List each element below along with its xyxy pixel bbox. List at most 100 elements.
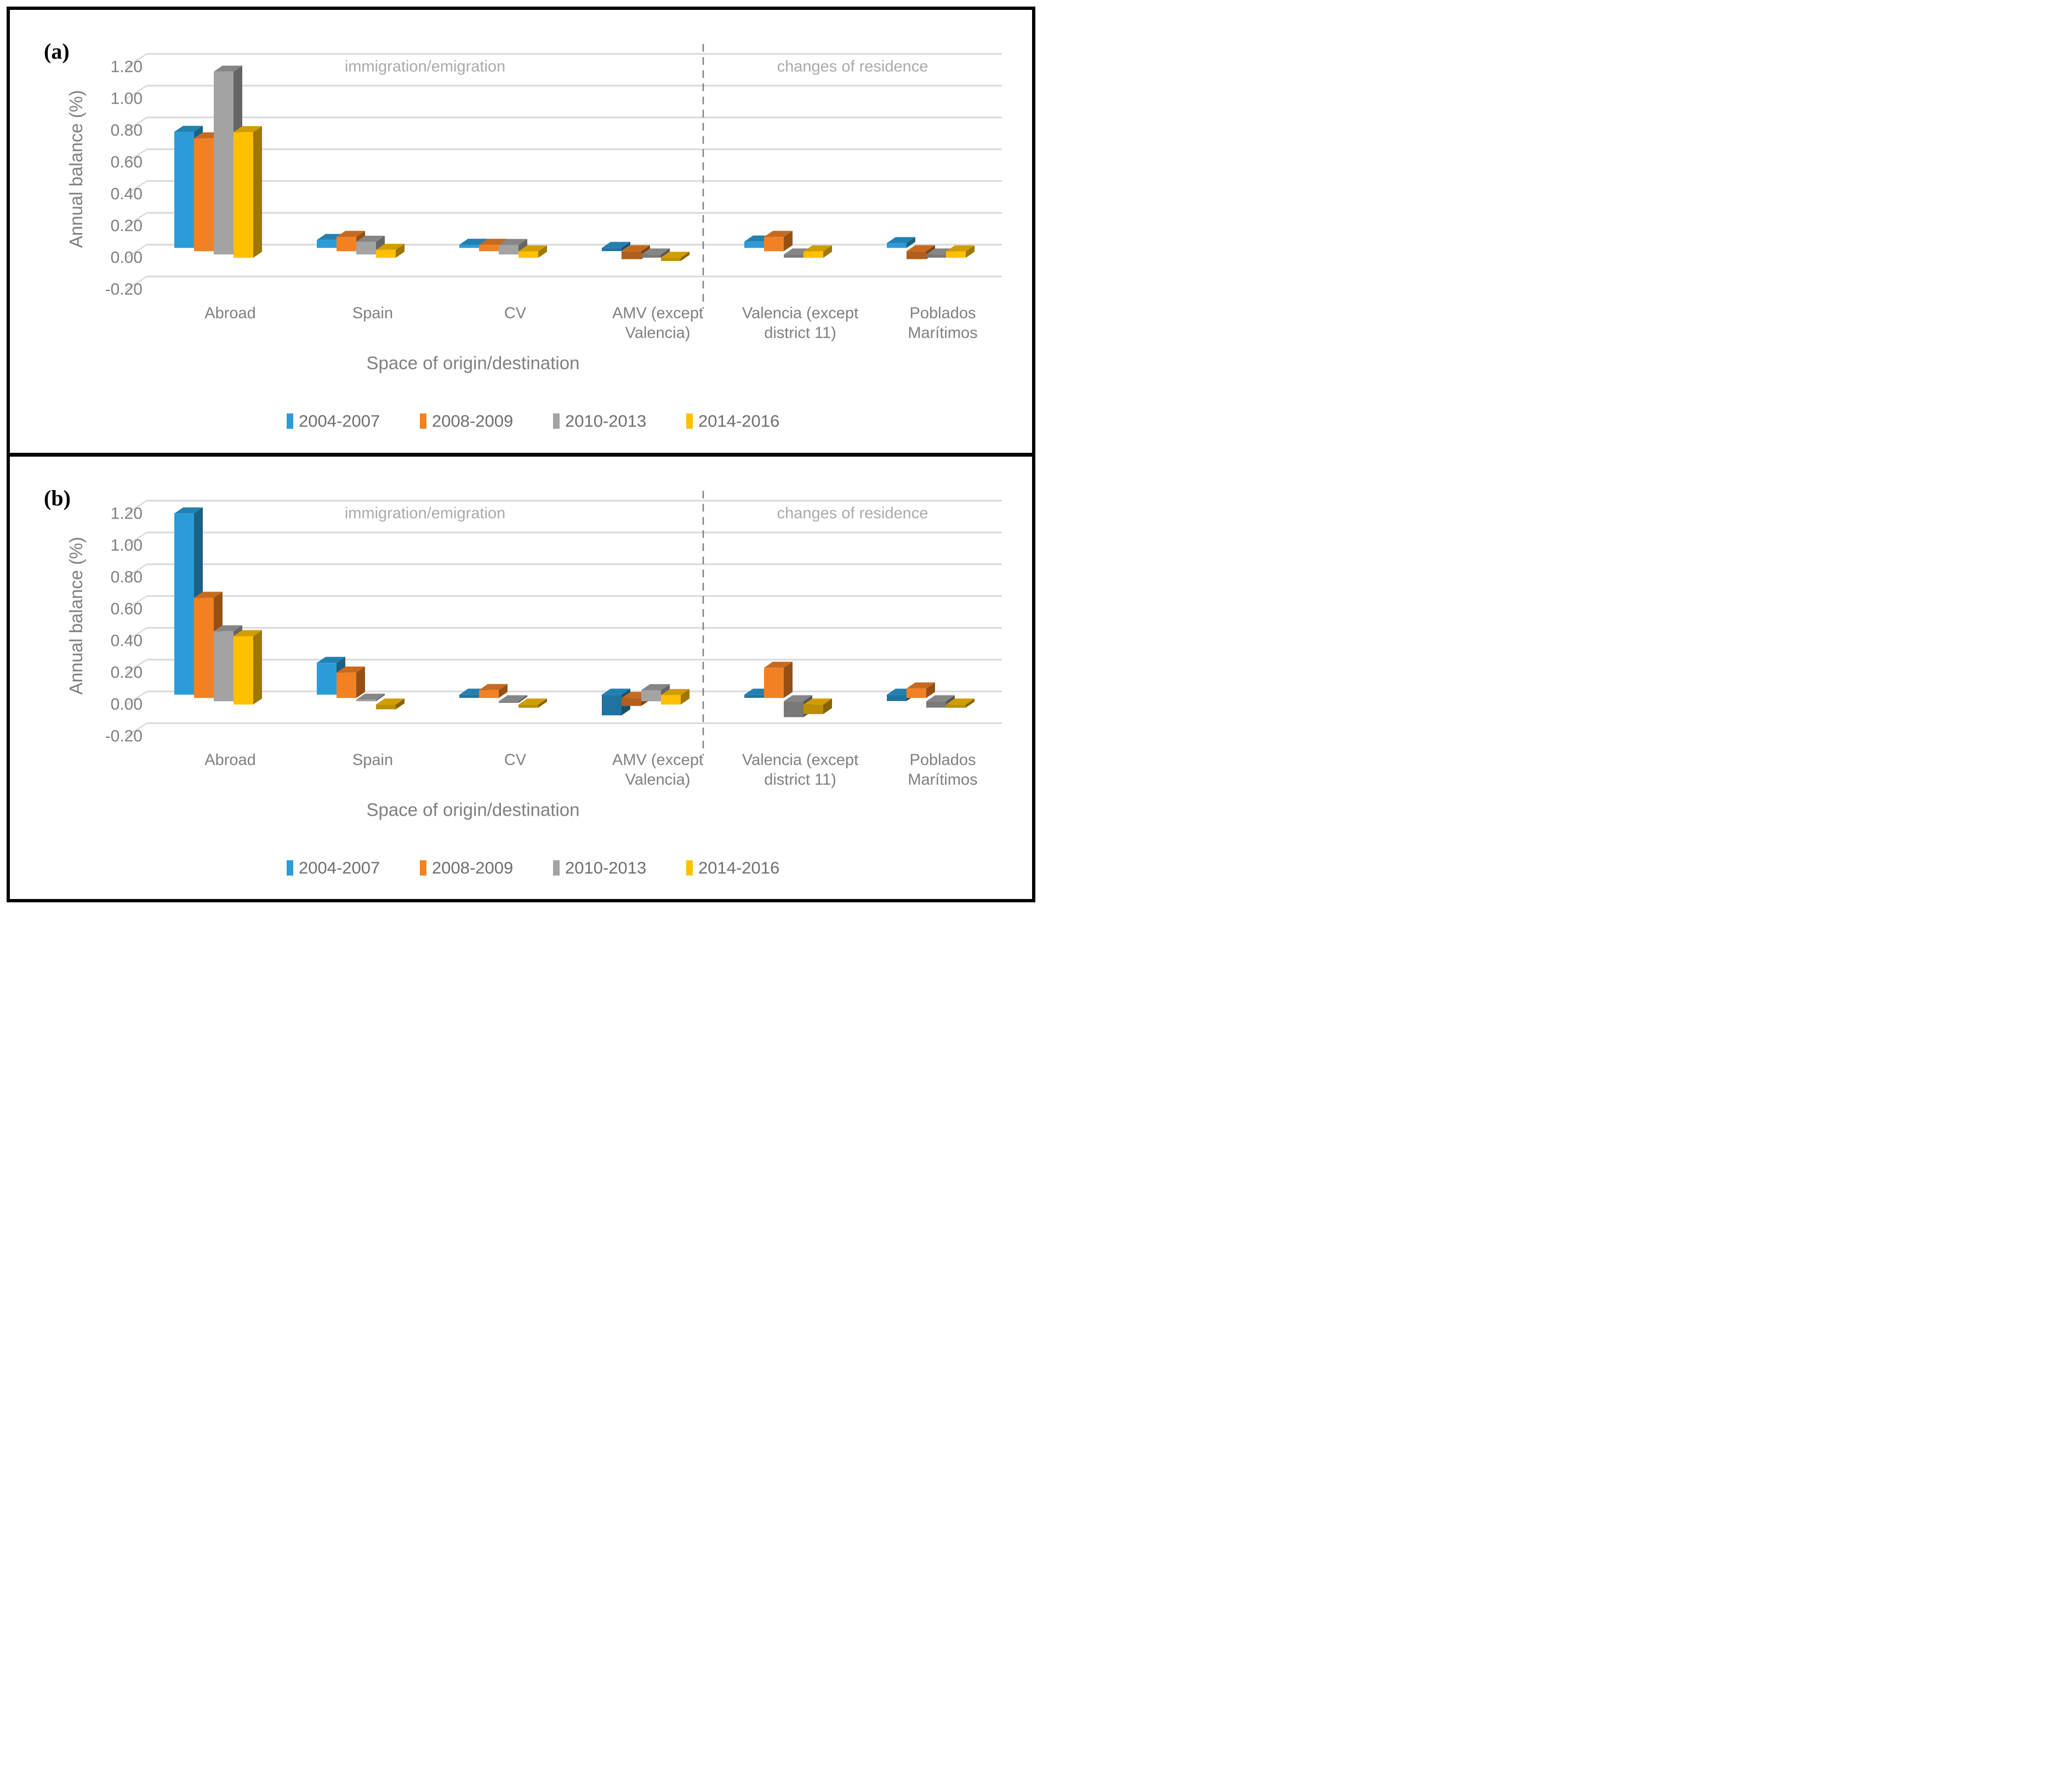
bar-face (946, 704, 966, 708)
legend-label-2014-2016: 2014-2016 (698, 411, 779, 430)
bar-face (602, 688, 630, 695)
bar-2014-2016-cat5 (946, 245, 975, 258)
bar-face (602, 248, 622, 252)
bar-2008-2009-cat1 (337, 666, 365, 698)
gridline-depth-tick (126, 149, 147, 163)
bar-face (784, 254, 804, 258)
gridline-depth-tick (126, 722, 147, 737)
gridline-depth-tick (126, 212, 147, 227)
bar-face (887, 243, 907, 248)
bar-face (887, 694, 907, 701)
bar-face (966, 245, 975, 258)
legend-swatch-2004-2007 (287, 860, 293, 875)
x-category-label: CV (504, 304, 527, 322)
panel-a: (a) 1.20 1.00 0.80 0.60 0.40 0.20 0.00 -0.20 imm… (10, 10, 1032, 453)
bar-face (233, 126, 262, 133)
x-category-label: CV (504, 751, 527, 769)
bar-face (376, 698, 404, 704)
bar-face (926, 254, 946, 258)
legend-label-2014-2016: 2014-2016 (698, 858, 779, 877)
bar-face (337, 237, 356, 252)
bar-face (784, 695, 812, 701)
bar-face (907, 237, 915, 248)
bar-2014-2016-cat5 (946, 698, 975, 708)
bar-face (459, 238, 488, 245)
bar-face (194, 598, 214, 698)
bar-face (661, 695, 681, 704)
bar-2014-2016-cat4 (804, 245, 832, 258)
y-tick-label: 0.20 (111, 663, 143, 681)
bar-face (214, 71, 233, 255)
x-category-label: Valencia (except (742, 751, 858, 769)
bar-face (946, 251, 966, 258)
gridline-depth-tick (126, 531, 147, 546)
bar-face (764, 667, 784, 698)
bar-face (926, 701, 946, 708)
gridline-depth-tick (126, 595, 147, 610)
x-axis-title: Space of origin/destination (367, 352, 580, 373)
y-tick-label: -0.20 (105, 727, 143, 745)
x-category-label: Poblados (910, 751, 976, 769)
legend-label-2010-2013: 2010-2013 (565, 858, 646, 877)
bar-face (479, 684, 508, 690)
bar-face (804, 704, 823, 714)
gridline-depth-tick (126, 180, 147, 195)
bar-face (459, 694, 479, 698)
bar-face (907, 682, 935, 689)
bar-face (356, 236, 385, 242)
gridline-depth-tick (126, 85, 147, 100)
legend-swatch-2014-2016 (686, 413, 693, 429)
legend-label-2004-2007: 2004-2007 (299, 411, 380, 430)
bar-2008-2009-cat4 (764, 661, 793, 698)
panel-b-label: (b) (44, 485, 71, 510)
legend-swatch-2004-2007 (287, 413, 293, 429)
bar-face (376, 243, 404, 250)
bar-face (622, 251, 641, 259)
figure-frame: (a) 1.20 1.00 0.80 0.60 0.40 0.20 0.00 -0.20 imm… (7, 7, 1035, 902)
bar-face (356, 242, 376, 255)
bar-face (538, 698, 547, 708)
bar-face (681, 689, 690, 704)
y-tick-label: 0.40 (111, 185, 143, 203)
bar-face (233, 132, 253, 258)
gridline-depth-tick (126, 658, 147, 673)
y-tick-label: 0.20 (111, 217, 143, 235)
bar-face (681, 252, 690, 261)
bar-face (764, 661, 793, 668)
bar-face (641, 248, 670, 255)
x-category-label: Poblados (910, 304, 976, 322)
y-tick-label: 0.00 (111, 248, 143, 266)
bar-face (744, 241, 764, 248)
gridline-depth-tick (126, 53, 147, 68)
bar-face (907, 251, 926, 259)
bar-face (661, 258, 681, 261)
bar-face (459, 244, 479, 248)
y-tick-label: 0.80 (111, 568, 143, 586)
bar-face (764, 231, 793, 237)
bar-face (784, 701, 804, 717)
bar-face (174, 132, 194, 248)
legend-swatch-2008-2009 (420, 860, 426, 875)
bar-face (233, 636, 253, 704)
bar-2008-2009-cat5 (907, 682, 935, 698)
bar-face (194, 138, 214, 252)
x-category-label: AMV (except (612, 751, 703, 769)
bar-face (946, 245, 975, 252)
y-tick-label: 0.00 (111, 695, 143, 713)
x-category-label: Valencia) (625, 771, 691, 788)
bar-face (317, 656, 345, 663)
bar-2010-2013-cat2 (499, 695, 527, 703)
x-category-label: district 11) (764, 771, 836, 788)
gridline-depth-tick (126, 244, 147, 259)
bar-face (214, 631, 233, 701)
y-axis-title: Annual balance (%) (66, 537, 86, 695)
bar-2014-2016-cat2 (518, 245, 547, 258)
bar-face (376, 249, 396, 258)
bar-face (622, 242, 630, 252)
annotation-changes-of-residence: changes of residence (777, 58, 928, 75)
bar-face (661, 689, 690, 695)
bar-2014-2016-cat0 (233, 630, 262, 704)
bar-2004-2007-cat3 (602, 242, 630, 252)
panel-divider (10, 452, 1032, 457)
bar-face (253, 630, 262, 704)
